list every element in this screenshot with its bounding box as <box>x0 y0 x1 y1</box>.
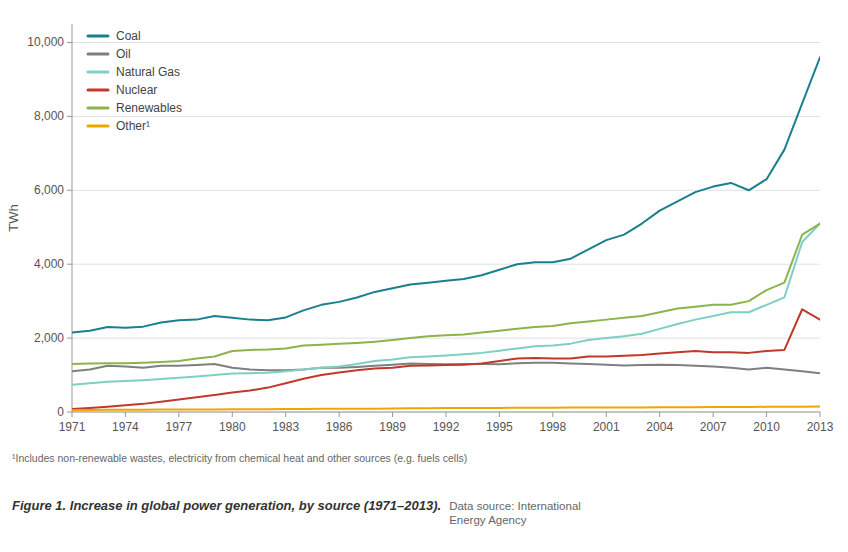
x-tick-label: 2001 <box>593 420 620 434</box>
x-tick-label: 2013 <box>807 420 834 434</box>
series-line <box>72 406 820 410</box>
x-tick <box>499 412 500 417</box>
lines <box>72 57 820 410</box>
y-tick <box>67 412 72 413</box>
legend-label: Oil <box>116 47 131 61</box>
y-tick-label: 2,000 <box>34 331 64 345</box>
x-tick-label: 1980 <box>219 420 246 434</box>
x-tick-label: 1995 <box>486 420 513 434</box>
legend-swatch <box>88 35 108 38</box>
y-tick-label: 8,000 <box>34 109 64 123</box>
grid-line <box>72 338 820 339</box>
y-axis-label: TWh <box>6 204 21 231</box>
legend-swatch <box>88 125 108 128</box>
x-tick-label: 2010 <box>753 420 780 434</box>
x-tick <box>339 412 340 417</box>
legend-swatch <box>88 71 108 74</box>
footnote: ¹Includes non-renewable wastes, electric… <box>12 452 467 464</box>
x-tick-label: 1998 <box>540 420 567 434</box>
y-tick <box>67 190 72 191</box>
source: Data source: InternationalEnergy Agency <box>449 500 581 526</box>
x-tick <box>606 412 607 417</box>
y-tick <box>67 338 72 339</box>
y-tick-label: 0 <box>57 405 64 419</box>
y-tick-label: 4,000 <box>34 257 64 271</box>
legend-label: Renewables <box>116 101 182 115</box>
x-tick <box>178 412 179 417</box>
y-tick <box>67 42 72 43</box>
legend-swatch <box>88 53 108 56</box>
grid-line <box>72 116 820 117</box>
y-tick <box>67 264 72 265</box>
x-tick <box>125 412 126 417</box>
series-line <box>72 309 820 409</box>
y-tick-label: 10,000 <box>27 35 64 49</box>
legend-swatch <box>88 89 108 92</box>
caption: Figure 1. Increase in global power gener… <box>12 498 441 513</box>
x-tick <box>552 412 553 417</box>
series-line <box>72 224 820 385</box>
grid-line <box>72 42 820 43</box>
legend: Coal Oil Natural Gas Nuclear Renewables Other… <box>88 29 182 133</box>
legend-label: Other¹ <box>116 119 150 133</box>
x-tick-label: 2007 <box>700 420 727 434</box>
x-tick-label: 1992 <box>433 420 460 434</box>
background <box>0 0 848 552</box>
series-line <box>72 57 820 332</box>
x-tick <box>766 412 767 417</box>
legend-label: Natural Gas <box>116 65 180 79</box>
x-tick-label: 2004 <box>646 420 673 434</box>
y-grid: 0 2,000 4,000 6,000 8,000 10,000 <box>27 35 820 419</box>
chart: 0 2,000 4,000 6,000 8,000 10,000 1971 1974 1977 1… <box>0 0 848 552</box>
x-tick <box>820 412 821 417</box>
x-tick-label: 1971 <box>59 420 86 434</box>
grid-line <box>72 190 820 191</box>
x-tick-label: 1989 <box>379 420 406 434</box>
x-tick <box>232 412 233 417</box>
x-tick-label: 1986 <box>326 420 353 434</box>
y-tick <box>67 116 72 117</box>
x-tick <box>72 412 73 417</box>
legend-swatch <box>88 107 108 110</box>
x-tick <box>713 412 714 417</box>
x-tick <box>659 412 660 417</box>
y-axis-line <box>72 24 73 412</box>
legend-label: Nuclear <box>116 83 157 97</box>
x-tick <box>446 412 447 417</box>
series-line <box>72 224 820 364</box>
grid-line <box>72 264 820 265</box>
legend-label: Coal <box>116 29 141 43</box>
y-tick-label: 6,000 <box>34 183 64 197</box>
x-tick <box>392 412 393 417</box>
x-tick <box>285 412 286 417</box>
x-tick-label: 1983 <box>272 420 299 434</box>
x-tick-label: 1974 <box>112 420 139 434</box>
x-tick-label: 1977 <box>166 420 193 434</box>
